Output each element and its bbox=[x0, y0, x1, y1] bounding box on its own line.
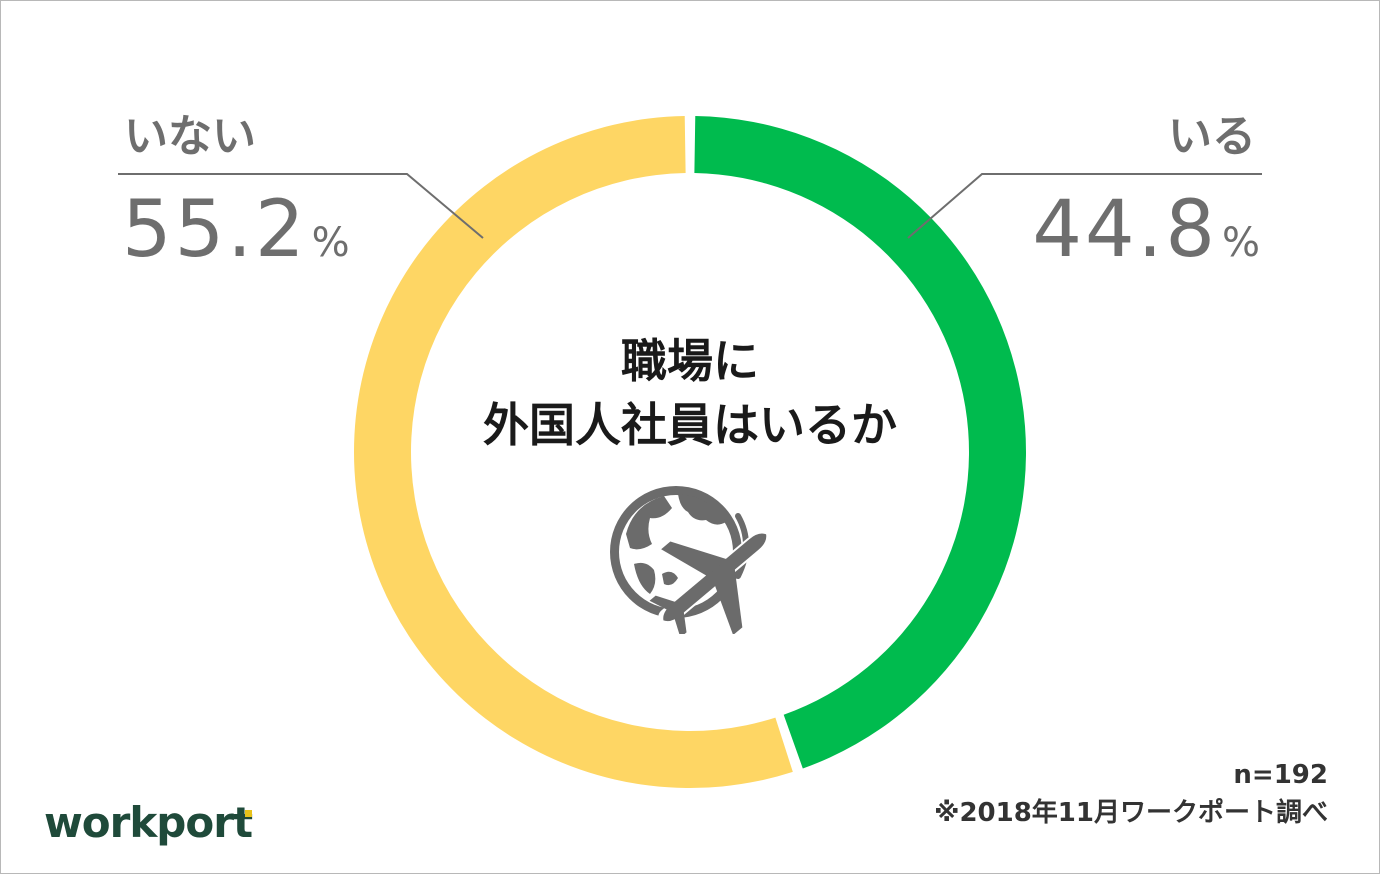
donut-slices bbox=[353, 116, 1027, 789]
data-label-no: 55.2% bbox=[122, 188, 350, 285]
leader-lines bbox=[118, 173, 1262, 239]
data-label-no-value: 55.2 bbox=[122, 185, 308, 275]
sample-size-note: n=192 bbox=[1233, 760, 1328, 790]
workport-logo: workport bbox=[44, 798, 253, 847]
globe-airplane-icon bbox=[606, 474, 786, 638]
slice-label-yes: いる bbox=[1168, 111, 1256, 162]
chart-title-line-1: 職場に bbox=[621, 334, 759, 388]
logo-text-end: t bbox=[232, 798, 253, 847]
donut-slice-no bbox=[353, 116, 793, 789]
data-label-yes-value: 44.8 bbox=[1032, 185, 1218, 275]
leader-line-yes bbox=[907, 173, 1262, 239]
leader-line-no bbox=[118, 173, 484, 239]
data-label-yes: 44.8% bbox=[1032, 188, 1260, 285]
slice-label-no: いない bbox=[124, 111, 256, 162]
chart-title-line-2: 外国人社員はいるか bbox=[483, 398, 897, 452]
logo-text-main: workpor bbox=[44, 798, 234, 847]
data-label-no-unit: % bbox=[311, 220, 350, 266]
data-label-yes-unit: % bbox=[1221, 220, 1260, 266]
source-note: ※2018年11月ワークポート調べ bbox=[934, 798, 1328, 828]
donut-slice-yes bbox=[694, 116, 1027, 769]
